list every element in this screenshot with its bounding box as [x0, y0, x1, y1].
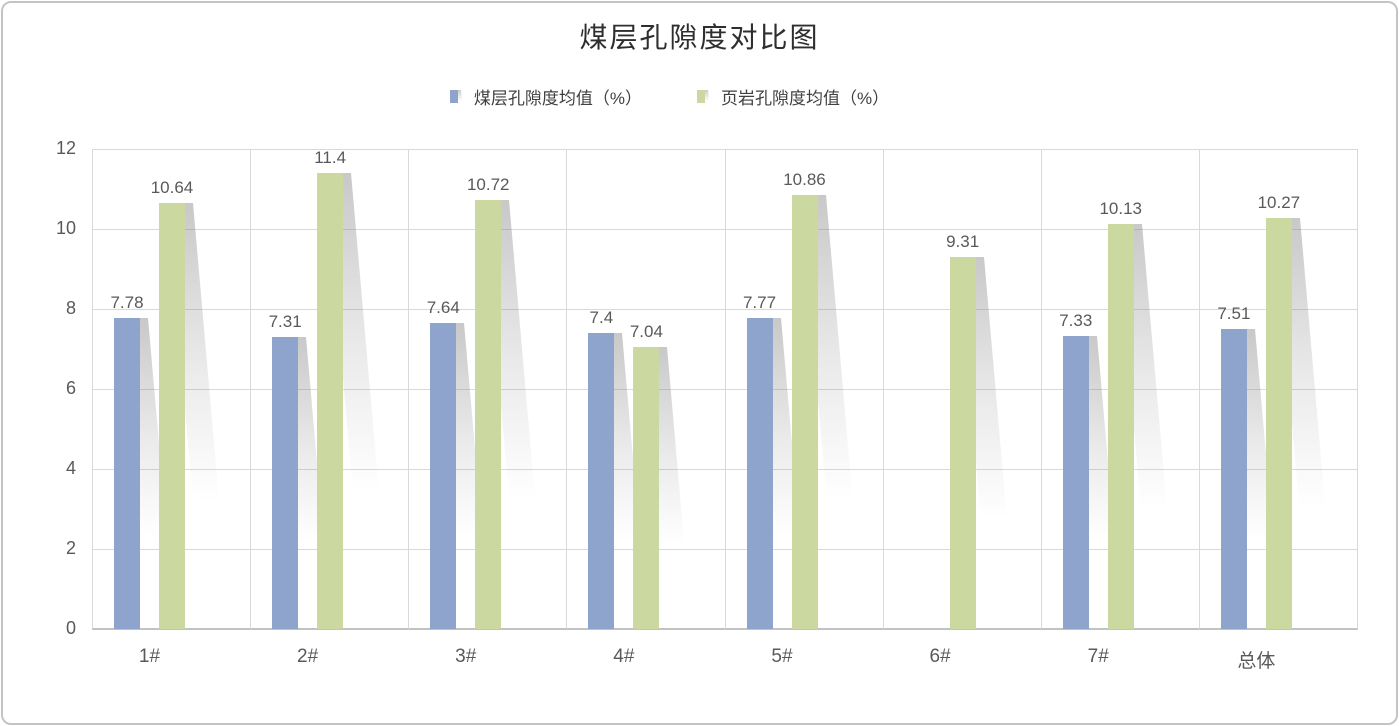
bar-shale-6# — [949, 256, 976, 629]
legend-item-shale: 页岩孔隙度均值（%） — [697, 84, 889, 109]
bar-coal-总体 — [1220, 328, 1247, 629]
data-label-coal-4#: 7.4 — [589, 308, 614, 327]
bar-coal-7# — [1062, 335, 1089, 629]
legend-item-coal: 煤层孔隙度均值（%） — [449, 84, 642, 109]
x-axis-line — [92, 628, 1358, 630]
legend-label: 煤层孔隙度均值（%） — [473, 89, 642, 108]
gridline-vertical — [724, 149, 726, 629]
gridline-vertical — [1357, 149, 1358, 629]
gridline-vertical — [92, 149, 93, 629]
data-label-coal-5#: 7.77 — [742, 293, 777, 313]
bar-shale-1# — [159, 203, 185, 629]
gridline-vertical — [566, 149, 568, 629]
bar-shale-3# — [475, 200, 502, 629]
data-label-shale-3#: 10.72 — [466, 175, 510, 195]
legend-label: 页岩孔隙度均值（%） — [721, 89, 890, 108]
y-axis-tick-label: 8 — [65, 298, 76, 318]
bar-shale-2# — [317, 173, 344, 629]
gridline-vertical — [250, 149, 252, 629]
y-axis-tick-label: 4 — [65, 458, 76, 478]
bar-coal-5# — [746, 318, 773, 629]
bar-coal-2# — [272, 336, 299, 629]
legend-marker-bar — [449, 90, 458, 103]
x-axis-category-label: 6# — [929, 646, 951, 667]
x-axis-category-label: 2# — [297, 646, 319, 667]
gridline-vertical — [1198, 149, 1200, 629]
y-axis-tick-label: 10 — [55, 218, 76, 238]
data-label-shale-6#: 9.31 — [946, 231, 980, 251]
data-label-shale-4#: 7.04 — [629, 322, 663, 342]
y-axis-tick-label: 0 — [65, 618, 76, 638]
data-label-shale-2#: 11.4 — [314, 148, 347, 167]
bar-coal-1# — [114, 317, 140, 629]
legend-marker-bar — [697, 90, 705, 103]
x-axis-category-label: 总体 — [1237, 651, 1276, 672]
bar-shale-5# — [791, 194, 818, 629]
data-label-shale-5#: 10.86 — [783, 169, 826, 189]
y-axis-tick-label: 12 — [55, 138, 76, 158]
bar-shale-7# — [1107, 223, 1134, 629]
x-axis-category-label: 4# — [613, 646, 635, 667]
data-label-shale-1#: 10.64 — [150, 178, 194, 198]
bar-shale-总体 — [1265, 218, 1292, 629]
data-label-shale-总体: 10.27 — [1257, 193, 1301, 213]
x-axis-category-label: 3# — [455, 646, 477, 667]
legend-marker-coal-icon — [449, 90, 465, 103]
gridline-vertical — [1040, 149, 1042, 629]
y-axis-tick-label: 6 — [65, 378, 76, 398]
x-axis-category-label: 5# — [771, 646, 793, 667]
bar-coal-3# — [430, 323, 457, 629]
gridline-vertical — [882, 149, 884, 629]
data-label-coal-3#: 7.64 — [426, 298, 460, 318]
data-label-shale-7#: 10.13 — [1099, 198, 1143, 218]
x-axis-category-label: 1# — [138, 646, 161, 667]
y-axis-tick-label: 2 — [65, 538, 76, 558]
data-label-coal-7#: 7.33 — [1059, 310, 1093, 330]
data-label-coal-2#: 7.31 — [268, 311, 302, 331]
x-axis-category-label: 7# — [1087, 646, 1109, 667]
gridline-vertical — [408, 149, 410, 629]
chart-title: 煤层孔隙度对比图 — [579, 22, 820, 53]
chart-legend: 煤层孔隙度均值（%） 页岩孔隙度均值（%） — [0, 84, 1369, 109]
bar-shale-4# — [633, 347, 660, 629]
legend-marker-shale-icon — [697, 90, 712, 103]
data-label-coal-1#: 7.78 — [110, 292, 144, 312]
bar-coal-4# — [588, 333, 615, 629]
data-label-coal-总体: 7.51 — [1217, 303, 1251, 323]
